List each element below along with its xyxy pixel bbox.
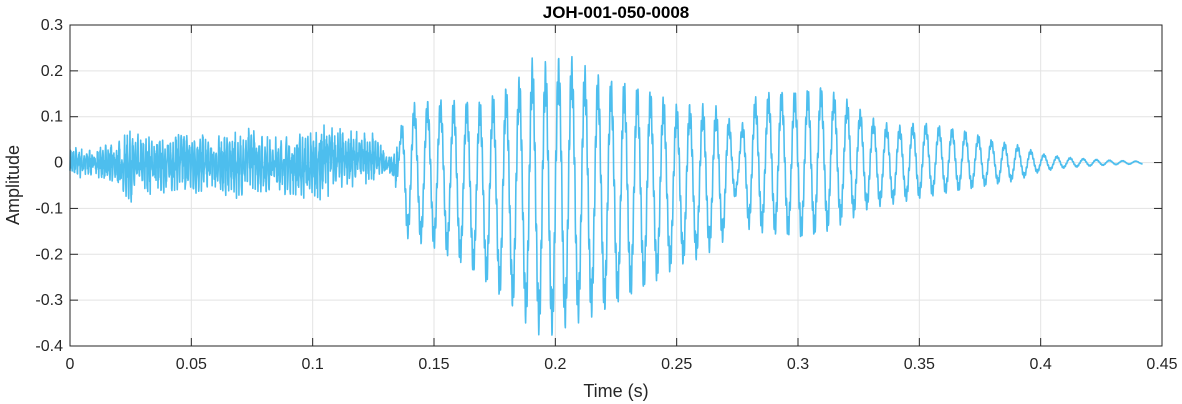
x-axis-label: Time (s) <box>583 381 648 401</box>
x-tick-label: 0.25 <box>661 356 692 373</box>
y-tick-label: -0.3 <box>35 292 63 309</box>
y-tick-label: -0.1 <box>35 200 63 217</box>
chart-title: JOH-001-050-0008 <box>543 3 689 22</box>
y-tick-label: 0 <box>54 155 63 172</box>
x-tick-label: 0.4 <box>1030 356 1052 373</box>
y-tick-label: 0.2 <box>41 63 63 80</box>
y-tick-label: -0.2 <box>35 246 63 263</box>
x-tick-label: 0.3 <box>787 356 809 373</box>
amplitude-waveform <box>69 55 1144 336</box>
x-tick-label: 0.05 <box>176 356 207 373</box>
x-tick-label: 0.1 <box>302 356 324 373</box>
plot-frame <box>69 24 1163 347</box>
x-tick-label: 0.45 <box>1146 356 1177 373</box>
x-tick-label: 0.35 <box>904 356 935 373</box>
x-tick-labels: 0 0.05 0.1 0.15 0.2 0.25 0.3 0.35 0.4 0.45 <box>66 356 1178 373</box>
y-tick-label: 0.1 <box>41 109 63 126</box>
y-tick-label: -0.4 <box>35 338 63 355</box>
y-tick-label: 0.3 <box>41 17 63 34</box>
y-axis-label: Amplitude <box>3 145 23 225</box>
x-tick-label: 0.15 <box>418 356 449 373</box>
y-tick-labels: 0.3 0.2 0.1 0 -0.1 -0.2 -0.3 -0.4 <box>35 17 63 355</box>
x-tick-label: 0.2 <box>544 356 566 373</box>
x-tick-label: 0 <box>66 356 75 373</box>
